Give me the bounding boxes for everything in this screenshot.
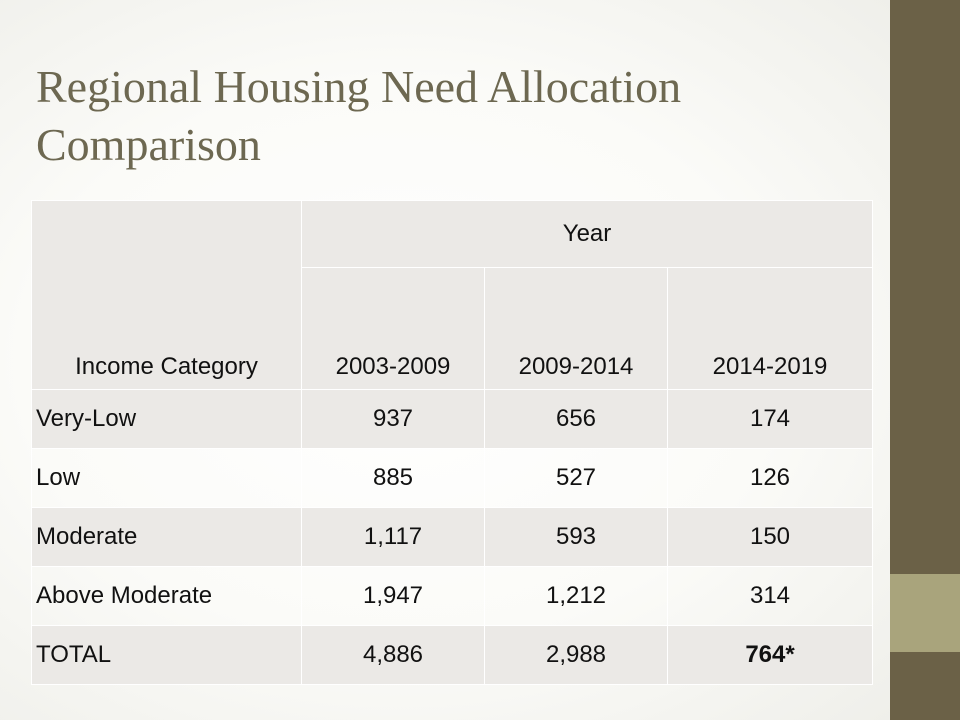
value-cell: 593: [484, 507, 668, 567]
value-cell: 527: [484, 448, 668, 508]
table-total-row: TOTAL 4,886 2,988 764*: [31, 625, 874, 685]
total-value-cell: 2,988: [484, 625, 668, 685]
category-cell: Above Moderate: [31, 566, 302, 626]
year-column-header: 2003-2009: [301, 267, 485, 390]
table-row: Very-Low 937 656 174: [31, 389, 874, 449]
value-cell: 1,117: [301, 507, 485, 567]
value-cell: 150: [666, 507, 874, 567]
value-cell: 314: [666, 566, 874, 626]
value-cell: 937: [301, 389, 485, 449]
value-cell: 656: [484, 389, 668, 449]
table-row: Low 885 527 126: [31, 448, 874, 508]
value-cell: 1,947: [301, 566, 485, 626]
value-cell: 885: [301, 448, 485, 508]
table-row: Above Moderate 1,947 1,212 314: [31, 566, 874, 626]
slide-title: Regional Housing Need Allocation Compari…: [36, 61, 682, 170]
allocation-table: Income Category Year 2003-2009 2009-2014…: [31, 200, 874, 685]
table-header-row: Income Category Year: [31, 200, 874, 390]
table-year-row: 2003-2009 2009-2014 2014-2019: [32, 267, 874, 390]
total-value-cell: 764*: [666, 625, 874, 685]
category-cell: Moderate: [31, 507, 302, 567]
sidebar-accent-block: [890, 574, 960, 652]
income-category-header: Income Category: [31, 200, 302, 390]
value-cell: 1,212: [484, 566, 668, 626]
year-column-header: 2014-2019: [666, 267, 874, 390]
category-cell: Very-Low: [31, 389, 302, 449]
total-label-cell: TOTAL: [31, 625, 302, 685]
table-row: Moderate 1,117 593 150: [31, 507, 874, 567]
year-column-header: 2009-2014: [484, 267, 668, 390]
value-cell: 174: [666, 389, 874, 449]
category-cell: Low: [31, 448, 302, 508]
total-value-cell: 4,886: [301, 625, 485, 685]
year-group-header: Year: [300, 200, 874, 268]
value-cell: 126: [666, 448, 874, 508]
